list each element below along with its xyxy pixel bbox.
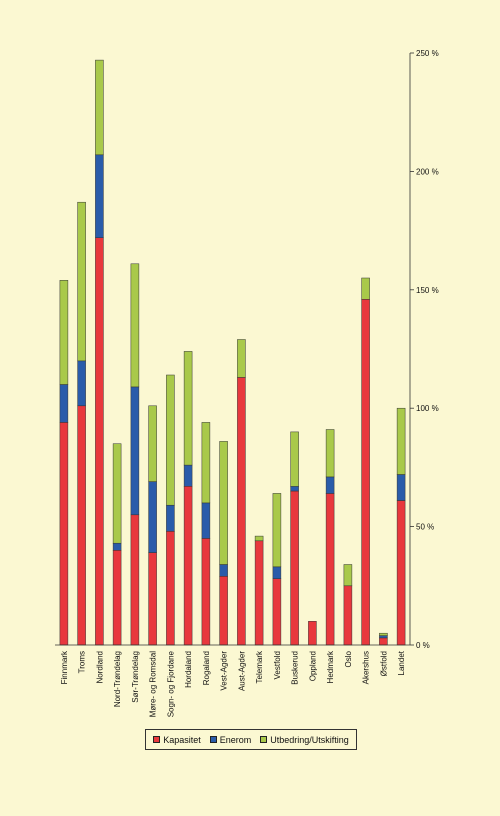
x-tick-label: Sogn- og Fjordane: [166, 650, 175, 717]
bar-kapasitet-1: [77, 405, 86, 646]
bar-utbedring-utskifting-15: [325, 429, 335, 478]
x-tick-label: Akershus: [362, 651, 371, 684]
bar-kapasitet-6: [166, 531, 175, 646]
bar-kapasitet-7: [183, 486, 193, 646]
x-tick-label: Oppland: [308, 651, 317, 681]
y-tick-label: 50 %: [416, 523, 434, 532]
y-tick-label: 200 %: [416, 167, 439, 176]
bar-kapasitet-15: [325, 493, 335, 646]
bar-enerom-15: [325, 476, 335, 494]
bar-kapasitet-2: [95, 237, 104, 646]
bar-utbedring-utskifting-19: [396, 407, 406, 475]
bar-utbedring-utskifting-13: [290, 431, 299, 487]
bar-enerom-13: [290, 486, 299, 492]
y-axis: 0 % 50 % 100 % 150 % 200 % 250 %: [55, 49, 439, 650]
y-tick-label: 250 %: [416, 49, 439, 58]
x-tick-label: Vest-Agder: [220, 651, 229, 691]
x-tick-label: Møre- og Romsdal: [149, 651, 158, 717]
bar-enerom-19: [396, 474, 406, 501]
legend: Kapasitet Enerom Utbedring/Utskifting: [145, 729, 357, 750]
x-axis-labels: Finnmark Troms Nordland Nord-Trøndelag Sør-T…: [60, 650, 406, 717]
bar-enerom-2: [95, 154, 104, 238]
bar-kapasitet-3: [112, 550, 122, 646]
x-tick-label: Finnmark: [60, 650, 69, 684]
legend-swatch: [260, 736, 268, 743]
legend-swatch: [209, 736, 217, 743]
bar-kapasitet-0: [59, 422, 69, 646]
bar-utbedring-utskifting-11: [254, 535, 264, 542]
bar-utbedring-utskifting-7: [183, 351, 193, 466]
bar-utbedring-utskifting-6: [166, 374, 175, 506]
x-tick-label: Oslo: [344, 650, 353, 667]
bar-enerom-12: [272, 566, 282, 579]
x-tick-label: Buskerud: [291, 651, 300, 685]
bar-enerom-4: [130, 386, 140, 516]
bar-kapasitet-19: [396, 500, 406, 646]
bar-utbedring-utskifting-16: [343, 564, 353, 587]
bar-kapasitet-17: [361, 299, 370, 646]
legend-label: Enerom: [219, 734, 252, 745]
x-tick-label: Hordaland: [184, 651, 193, 688]
bar-enerom-5: [148, 481, 157, 553]
legend-label: Kapasitet: [163, 734, 201, 745]
bar-utbedring-utskifting-9: [219, 441, 228, 565]
bar-enerom-7: [183, 464, 193, 487]
bar-kapasitet-12: [272, 578, 282, 646]
x-tick-label: Nord-Trøndelag: [113, 651, 122, 707]
bar-enerom-9: [219, 564, 228, 577]
legend-item: Kapasitet: [153, 735, 201, 745]
bar-enerom-8: [201, 502, 211, 539]
legend-item: Utbedring/Utskifting: [260, 735, 349, 745]
bar-kapasitet-13: [290, 490, 299, 646]
bar-enerom-18: [379, 635, 388, 639]
bar-enerom-1: [77, 360, 86, 407]
bar-utbedring-utskifting-1: [77, 201, 86, 362]
x-tick-label: Landet: [397, 650, 406, 675]
bar-kapasitet-5: [148, 552, 157, 646]
y-tick-label: 100 %: [416, 404, 439, 413]
bar-utbedring-utskifting-12: [272, 493, 282, 568]
legend-swatch: [153, 736, 161, 743]
bar-kapasitet-10: [237, 377, 246, 646]
x-tick-label: Aust-Agder: [237, 651, 246, 691]
legend-item: Enerom: [209, 734, 252, 745]
x-tick-label: Vestfold: [273, 651, 282, 679]
bar-enerom-3: [112, 542, 122, 551]
x-tick-label: Nordland: [95, 651, 104, 683]
bar-utbedring-utskifting-4: [130, 263, 140, 388]
bar-kapasitet-14: [308, 621, 317, 646]
x-tick-label: Sør-Trøndelag: [131, 651, 140, 703]
bar-kapasitet-9: [219, 576, 228, 646]
x-tick-label: Hedmark: [326, 650, 335, 683]
bar-enerom-6: [166, 505, 175, 532]
y-tick-label: 0 %: [416, 641, 430, 650]
bar-utbedring-utskifting-0: [59, 280, 69, 385]
bar-utbedring-utskifting-8: [201, 422, 211, 504]
x-tick-label: Troms: [78, 651, 87, 673]
bar-kapasitet-11: [254, 540, 264, 646]
bars-layer: [59, 59, 406, 646]
bar-utbedring-utskifting-18: [379, 632, 388, 636]
x-tick-label: Rogaland: [202, 651, 211, 685]
legend-label: Utbedring/Utskifting: [270, 734, 349, 745]
x-tick-label: Telemark: [255, 650, 264, 683]
bar-utbedring-utskifting-5: [148, 405, 157, 482]
bar-kapasitet-18: [379, 637, 388, 646]
bar-utbedring-utskifting-17: [361, 277, 370, 300]
bar-kapasitet-4: [130, 514, 140, 646]
x-tick-label: Østfold: [379, 651, 388, 676]
bar-utbedring-utskifting-2: [95, 59, 104, 156]
bar-utbedring-utskifting-10: [237, 339, 246, 378]
bar-utbedring-utskifting-3: [112, 443, 122, 544]
y-tick-label: 150 %: [416, 286, 439, 295]
bar-kapasitet-16: [343, 585, 353, 646]
bar-kapasitet-8: [201, 538, 211, 646]
bar-enerom-0: [59, 384, 69, 423]
